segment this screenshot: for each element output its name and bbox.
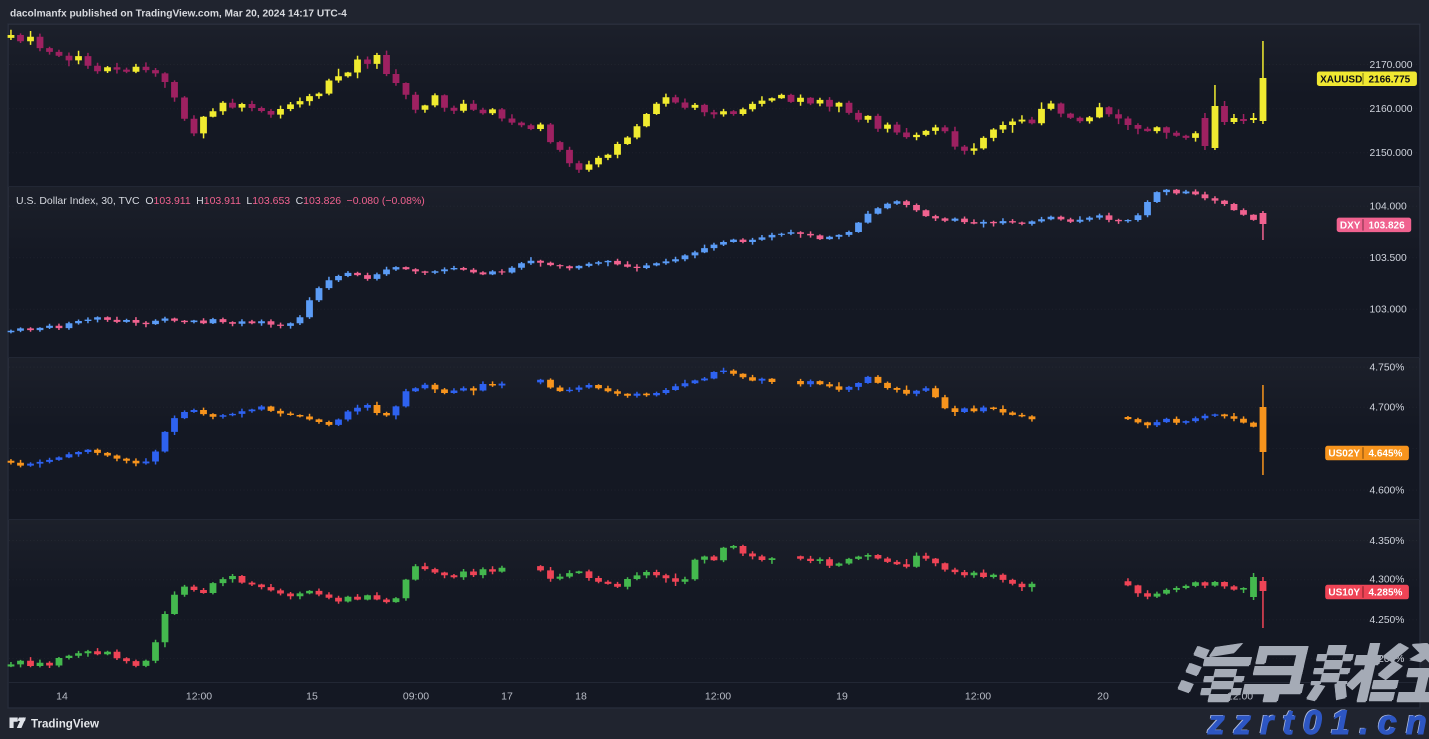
svg-text:zzrt01.cn: zzrt01.cn: [1207, 704, 1429, 739]
svg-text:2170.000: 2170.000: [1370, 60, 1413, 71]
svg-text:U.S. Dollar Index, 30, TVC O1: U.S. Dollar Index, 30, TVC O103.911 H103…: [16, 195, 425, 207]
svg-text:20: 20: [1097, 691, 1109, 703]
svg-text:09:00: 09:00: [403, 691, 429, 703]
svg-text:2160.000: 2160.000: [1370, 104, 1413, 115]
svg-text:103.500: 103.500: [1370, 253, 1407, 264]
svg-text:104.000: 104.000: [1370, 202, 1407, 213]
svg-text:103.826: 103.826: [1369, 220, 1406, 231]
svg-text:14: 14: [56, 691, 68, 703]
svg-text:18: 18: [575, 691, 587, 703]
svg-text:dacolmanfx published on Tradin: dacolmanfx published on TradingView.com,…: [10, 9, 347, 20]
svg-text:4.750%: 4.750%: [1370, 363, 1405, 374]
svg-text:US10Y: US10Y: [1328, 588, 1360, 599]
svg-text:17: 17: [501, 691, 513, 703]
svg-text:12:00: 12:00: [186, 691, 212, 703]
svg-text:19: 19: [836, 691, 848, 703]
svg-text:4.285%: 4.285%: [1369, 588, 1403, 599]
svg-text:TradingView: TradingView: [31, 718, 100, 731]
svg-text:12:00: 12:00: [705, 691, 731, 703]
svg-text:4.600%: 4.600%: [1370, 486, 1405, 497]
svg-text:XAUUSD: XAUUSD: [1320, 74, 1362, 85]
svg-text:zzrt01.cn: zzrt01.cn: [1206, 703, 1429, 739]
svg-text:4.700%: 4.700%: [1370, 403, 1405, 414]
svg-text:2166.775: 2166.775: [1369, 74, 1411, 85]
svg-text:4.350%: 4.350%: [1370, 536, 1405, 547]
svg-text:2150.000: 2150.000: [1370, 148, 1413, 159]
svg-text:4.300%: 4.300%: [1370, 575, 1405, 586]
svg-text:DXY: DXY: [1340, 220, 1361, 231]
svg-text:US02Y: US02Y: [1328, 449, 1360, 460]
svg-text:4.250%: 4.250%: [1370, 615, 1405, 626]
svg-text:15: 15: [306, 691, 318, 703]
svg-text:4.645%: 4.645%: [1369, 449, 1403, 460]
svg-text:103.000: 103.000: [1370, 305, 1407, 316]
svg-text:12:00: 12:00: [965, 691, 991, 703]
